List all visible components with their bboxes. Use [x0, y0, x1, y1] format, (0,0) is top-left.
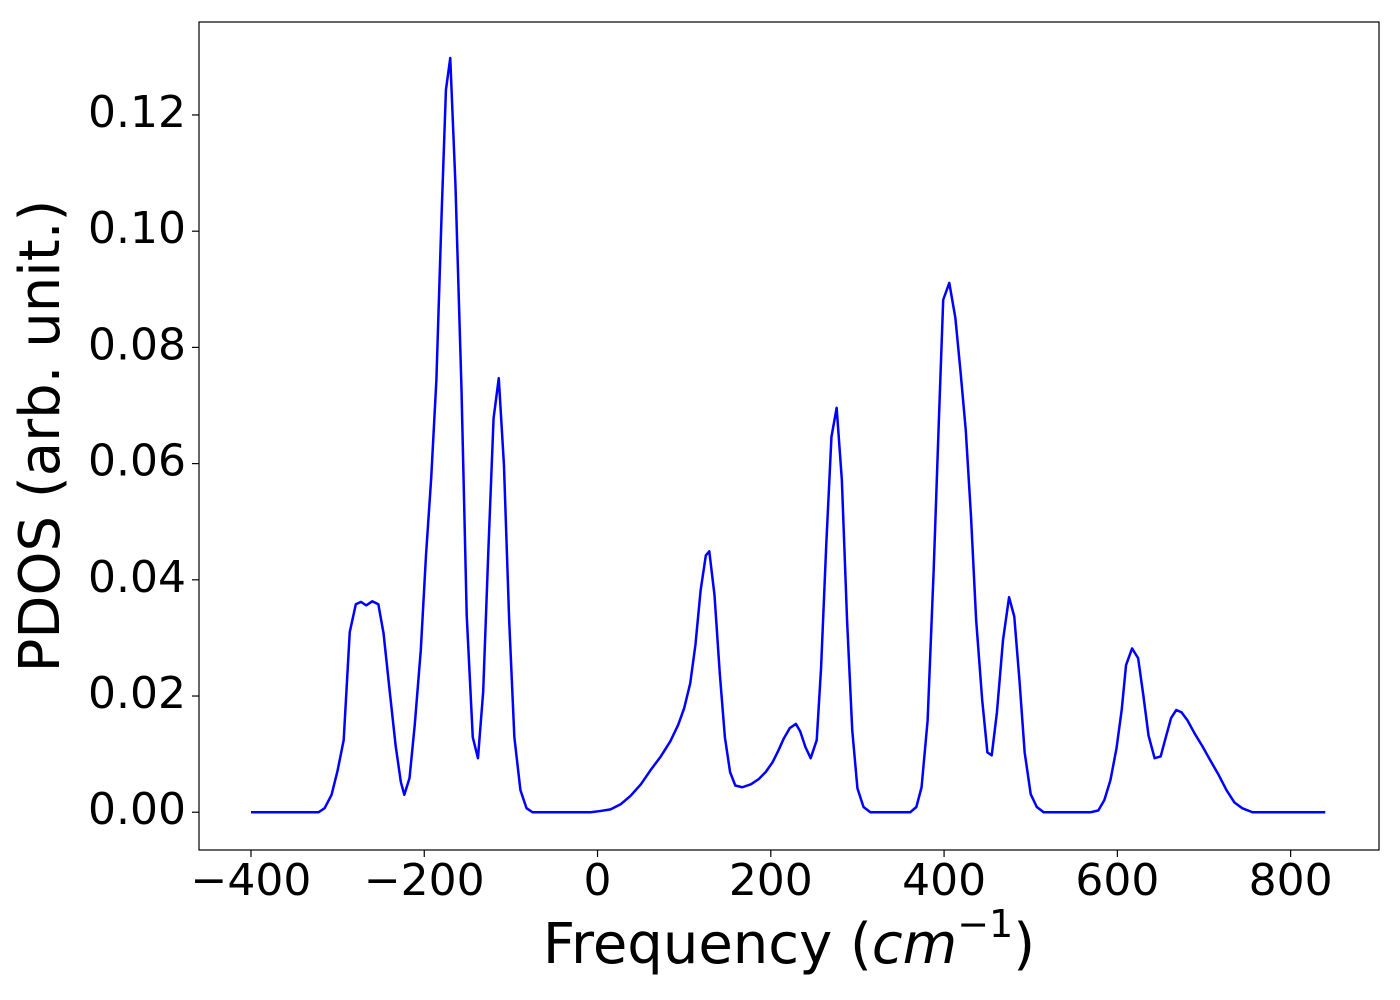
- x-tick-label: 800: [1249, 855, 1333, 906]
- x-tick-label: 600: [1075, 855, 1159, 906]
- y-tick-label: 0.00: [88, 784, 186, 835]
- y-axis-label: PDOS (arb. unit.): [8, 200, 73, 673]
- y-tick-label: 0.12: [88, 87, 186, 138]
- plot-frame: [198, 21, 1380, 851]
- x-tick-label: 200: [729, 855, 813, 906]
- x-label-part: Frequency (: [543, 912, 872, 977]
- x-label-part: cm: [872, 912, 957, 977]
- y-tick-label: 0.10: [88, 203, 186, 254]
- x-axis-label: Frequency (cm−1): [543, 902, 1035, 978]
- y-tick-label: 0.06: [88, 436, 186, 487]
- x-label-part: −1: [957, 902, 1013, 946]
- x-tick-label: −200: [364, 855, 485, 906]
- data-line: [250, 56, 1326, 814]
- y-tick-label: 0.02: [88, 668, 186, 719]
- x-tick-label: 400: [902, 855, 986, 906]
- y-tick-label: 0.08: [88, 319, 186, 370]
- x-label-part: ): [1013, 912, 1035, 977]
- y-tick-label: 0.04: [88, 552, 186, 603]
- x-tick-label: 0: [584, 855, 612, 906]
- x-tick-label: −400: [191, 855, 312, 906]
